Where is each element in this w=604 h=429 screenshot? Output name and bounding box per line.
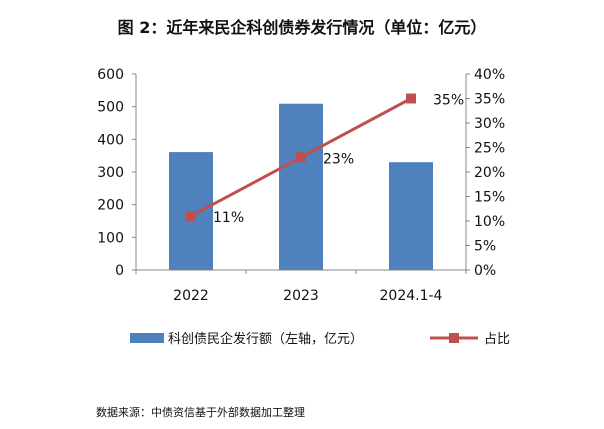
- legend-line-marker: [449, 333, 459, 343]
- right-tick-label: 25%: [474, 141, 505, 157]
- right-tick-label: 40%: [474, 67, 505, 83]
- x-tick-label: 2023: [283, 288, 319, 304]
- bar-2023: [279, 103, 323, 270]
- line-point: [186, 211, 196, 222]
- right-tick-label: 0%: [474, 263, 496, 279]
- source-note: 数据来源：中债资信基于外部数据加工整理: [96, 406, 305, 419]
- left-tick-label: 400: [97, 132, 124, 148]
- bar-2022: [169, 152, 213, 270]
- right-tick-label: 35%: [474, 92, 505, 108]
- left-tick-label: 100: [97, 230, 124, 246]
- right-tick-label: 5%: [474, 239, 496, 255]
- data-label: 11%: [213, 210, 244, 226]
- chart-title: 图 2：近年来民企科创债券发行情况（单位：亿元）: [117, 18, 487, 37]
- line-point: [296, 152, 306, 163]
- data-label: 23%: [323, 151, 354, 167]
- bar-2024.1-4: [389, 162, 433, 270]
- left-tick-label: 200: [97, 198, 124, 214]
- x-tick-label: 2024.1-4: [380, 288, 443, 304]
- right-tick-label: 30%: [474, 116, 505, 132]
- right-tick-label: 20%: [474, 165, 505, 181]
- right-tick-label: 15%: [474, 190, 505, 206]
- left-tick-label: 500: [97, 100, 124, 116]
- left-tick-label: 600: [97, 67, 124, 83]
- legend-line-label: 占比: [484, 332, 510, 347]
- left-tick-label: 300: [97, 165, 124, 181]
- legend-bar-swatch: [130, 333, 164, 343]
- legend-bar-label: 科创债民企发行额（左轴，亿元）: [168, 331, 363, 347]
- line-point: [406, 93, 416, 104]
- x-tick-label: 2022: [173, 288, 209, 304]
- right-tick-label: 10%: [474, 214, 505, 230]
- data-label: 35%: [433, 93, 464, 109]
- left-tick-label: 0: [115, 263, 124, 279]
